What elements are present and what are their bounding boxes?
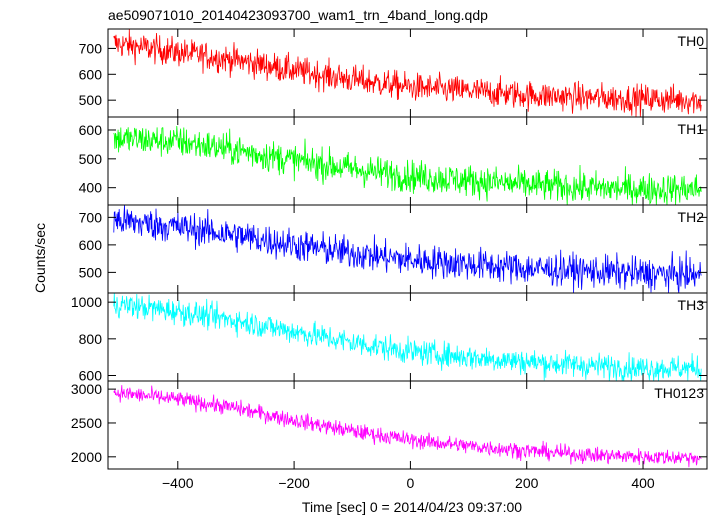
y-tick-label: 1000	[71, 294, 102, 310]
panel-th3: 600 800 1000 TH3	[71, 292, 708, 384]
panel-th2: 500 600 700 TH2	[79, 204, 708, 294]
panel-th1: 400 500 600 TH1	[79, 116, 708, 206]
panel-th0123: 2000 2500 3000 TH0123	[71, 380, 708, 470]
series-line-th1	[113, 125, 702, 206]
x-tick-label: 200	[515, 475, 539, 491]
panels: 500 600 700 TH0 400 500 600 TH1 500 600 700 TH2 600 8…	[71, 28, 708, 491]
x-axis-label: Time [sec] 0 = 2014/04/23 09:37:00	[302, 499, 522, 515]
y-tick-label: 400	[79, 180, 103, 196]
y-tick-label: 600	[79, 122, 103, 138]
panel-label: TH0	[678, 33, 705, 49]
panel-label: TH2	[678, 209, 705, 225]
y-tick-label: 500	[79, 151, 103, 167]
y-tick-label: 700	[79, 40, 103, 56]
x-tick-label: 400	[631, 475, 655, 491]
panel-label: TH1	[678, 121, 705, 137]
panel-label: TH0123	[654, 385, 704, 401]
x-tick-label: −400	[162, 475, 194, 491]
y-axis-label: Counts/sec	[32, 223, 48, 293]
series-line-th3	[113, 292, 702, 382]
y-tick-label: 2000	[71, 449, 102, 465]
panel-label: TH3	[678, 297, 705, 313]
panel-frame	[107, 28, 708, 118]
y-tick-label: 2500	[71, 415, 102, 431]
y-tick-label: 600	[79, 66, 103, 82]
x-tick-label: 0	[407, 475, 415, 491]
panel-frame	[107, 204, 708, 294]
series-line-th0	[113, 29, 702, 117]
series-line-th2	[113, 204, 702, 294]
x-tick-label: −200	[278, 475, 310, 491]
series-line-th0123	[113, 385, 702, 468]
y-tick-label: 600	[79, 368, 103, 384]
y-tick-label: 800	[79, 331, 103, 347]
panel-frame	[107, 380, 708, 470]
y-tick-label: 3000	[71, 381, 102, 397]
panel-th0: 500 600 700 TH0	[79, 28, 708, 118]
y-tick-label: 700	[79, 209, 103, 225]
y-tick-label: 600	[79, 237, 103, 253]
y-tick-label: 500	[79, 92, 103, 108]
y-tick-label: 500	[79, 264, 103, 280]
chart-title: ae509071010_20140423093700_wam1_trn_4ban…	[108, 7, 488, 23]
